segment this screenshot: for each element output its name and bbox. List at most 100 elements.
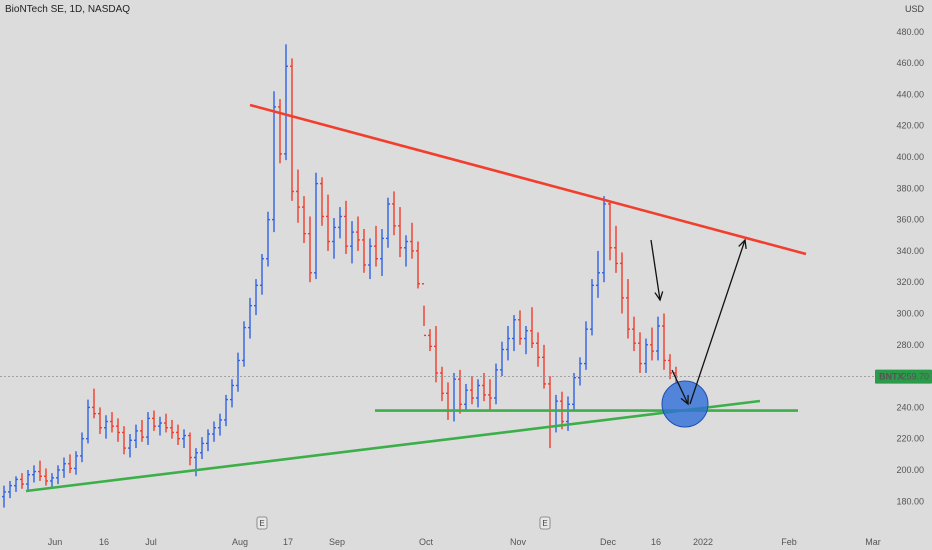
ohlc-bar [650,327,654,361]
support-trendline [25,399,761,493]
ohlc-bar [80,432,84,463]
ohlc-bar [266,211,270,267]
ohlc-bar [608,200,612,261]
y-tick-label: 440.00 [896,89,924,99]
target-zone-circle [661,380,709,428]
ohlc-bar [14,476,18,492]
ohlc-bar [392,191,396,236]
drawing-overlays [0,103,874,493]
ohlc-bar [92,388,96,419]
ohlc-bar [446,382,450,420]
up-arrow [689,238,747,405]
ohlc-bar [530,307,534,348]
earnings-marker-box [539,516,551,530]
ohlc-bar [632,316,636,352]
ohlc-bar [536,332,540,367]
ohlc-bar [314,172,318,280]
ohlc-bar [200,437,204,460]
ohlc-bar [626,279,630,339]
ohlc-bar [146,412,150,445]
ohlc-bar [596,250,600,298]
ohlc-bar [584,321,588,370]
y-tick-label: 280.00 [896,340,924,350]
y-tick-label: 320.00 [896,277,924,287]
earnings-marker-box [256,516,268,530]
x-tick-label: Mar [865,537,881,547]
down-arrow-2 [671,369,689,406]
ohlc-bar [494,363,498,405]
ohlc-bar [500,341,504,377]
ohlc-bar [302,196,306,244]
ohlc-bar [68,454,72,474]
ohlc-bar [140,419,144,442]
ohlc-bar [506,326,510,361]
last-price-tag-bg [875,369,932,384]
ohlc-bar [662,313,666,370]
ohlc-bar [458,369,462,414]
ohlc-bar [572,372,576,411]
y-tick-label: 400.00 [896,152,924,162]
earnings-marker: E [539,516,551,530]
ohlc-bar [470,376,474,405]
ohlc-bar [8,480,12,499]
x-tick-label: Aug [232,537,248,547]
arrow-shaft [689,239,746,405]
ohlc-bar [224,394,228,427]
ohlc-bar [614,225,618,273]
ohlc-bar [182,429,186,449]
ohlc-bar [20,473,24,489]
ohlc-bar [638,332,642,373]
ohlc-bar [104,415,108,439]
ohlc-bar [2,485,6,508]
ohlc-bar [152,410,156,431]
ohlc-bar [308,216,312,283]
ohlc-bar [620,252,624,314]
ohlc-bar [128,434,132,458]
y-axis: 180.00200.00220.00240.00260.00280.00300.… [896,27,924,506]
ohlc-bar [452,372,456,422]
x-tick-label: Feb [781,537,797,547]
last-price-value: 259.70 [901,372,929,382]
ohlc-bar [590,279,594,336]
ohlc-bar [422,283,426,337]
y-tick-label: 220.00 [896,434,924,444]
ohlc-bar [386,197,390,248]
arrow-head [654,291,664,302]
ohlc-bar [434,326,438,383]
ohlc-bar [254,279,258,316]
x-tick-label: 17 [283,537,293,547]
ohlc-bar [338,207,342,239]
ohlc-bar [188,432,192,466]
ohlc-bar [440,366,444,402]
y-tick-label: 200.00 [896,465,924,475]
ohlc-bar [122,426,126,455]
ohlc-bar [488,379,492,411]
x-tick-label: Dec [600,537,617,547]
ohlc-bar [380,228,384,276]
x-tick-label: Oct [419,537,434,547]
ohlc-bar [194,448,198,477]
resistance-trendline [249,103,807,256]
ohlc-bar [98,407,102,435]
x-tick-label: Sep [329,537,345,547]
currency-label: USD [904,4,924,14]
arrow-head [738,238,747,250]
y-tick-label: 420.00 [896,121,924,131]
ohlc-bar [362,228,366,273]
ohlc-bar [290,58,294,201]
ohlc-bar [512,315,516,352]
ohlc-bar [116,418,120,442]
ohlc-bar [176,424,180,445]
ohlc-bar [542,344,546,389]
x-tick-label: Jul [145,537,157,547]
ohlc-bar [50,473,54,489]
ohlc-bar [158,416,162,436]
ohlc-bar [482,372,486,402]
ohlc-bar [644,338,648,373]
ohlc-bar [476,379,480,408]
ohlc-bar [548,376,552,449]
earnings-marker: E [256,516,268,530]
last-price-symbol: BNTX [879,372,904,382]
